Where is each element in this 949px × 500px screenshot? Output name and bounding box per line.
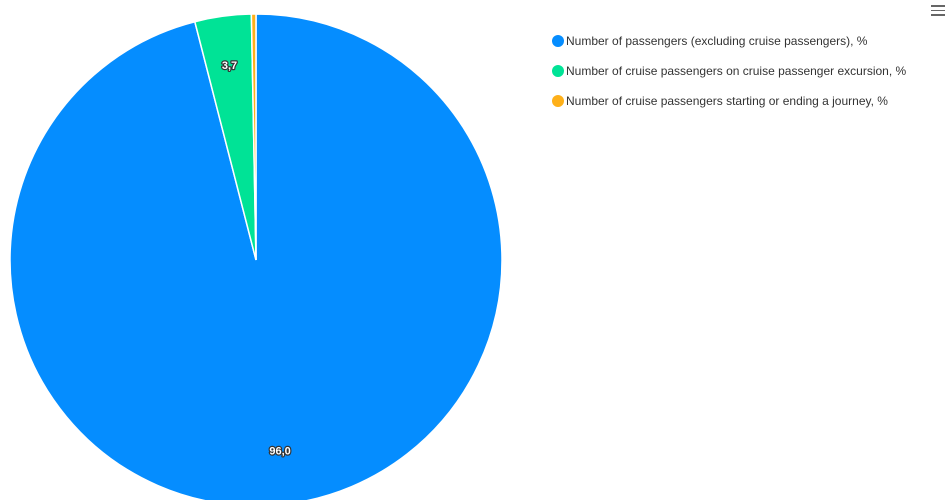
legend-item-cruise-journey[interactable]: Number of cruise passengers starting or … (552, 94, 906, 108)
slice-cruise-journey[interactable] (250, 13, 257, 261)
legend: Number of passengers (excluding cruise p… (552, 34, 906, 124)
legend-marker (552, 35, 564, 47)
data-label: 3,7 (222, 60, 237, 72)
legend-label: Number of cruise passengers on cruise pa… (566, 64, 907, 78)
legend-marker (552, 65, 564, 77)
legend-label: Number of cruise passengers starting or … (566, 94, 888, 108)
legend-item-passengers[interactable]: Number of passengers (excluding cruise p… (552, 34, 906, 48)
legend-label: Number of passengers (excluding cruise p… (566, 34, 868, 48)
slice-passengers[interactable] (9, 13, 503, 500)
data-label: 96,0 (269, 445, 290, 457)
legend-marker (552, 95, 564, 107)
legend-item-cruise-excursion[interactable]: Number of cruise passengers on cruise pa… (552, 64, 906, 78)
hamburger-menu-icon[interactable] (930, 3, 946, 17)
